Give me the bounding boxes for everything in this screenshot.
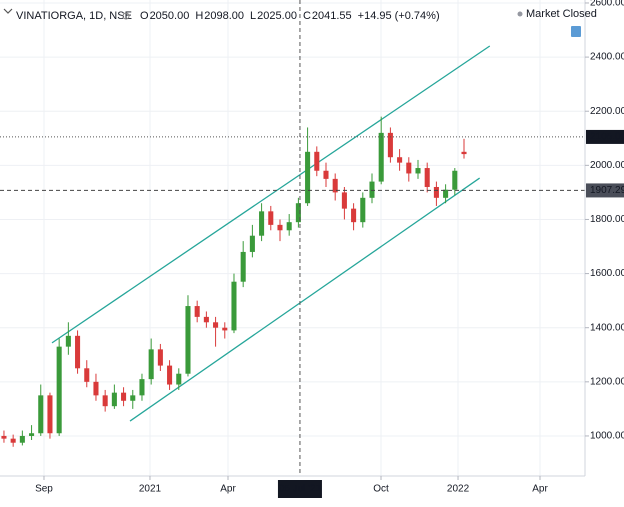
ohlc-value: 2041.55	[312, 10, 352, 22]
candle-body	[332, 178, 338, 193]
candle-body	[231, 281, 237, 331]
candle-body	[148, 349, 154, 380]
price-label: 1907.29	[590, 185, 624, 196]
candle-body	[75, 335, 81, 369]
candle-body	[461, 151, 467, 155]
price-label-box	[586, 183, 624, 198]
candle-body	[29, 433, 35, 436]
candle-body	[378, 132, 384, 182]
y-tick-label: 1400.00	[590, 322, 624, 333]
candle-body	[277, 224, 283, 231]
status-dot	[517, 11, 523, 17]
candle-body	[47, 395, 53, 434]
candle-body	[157, 349, 163, 366]
ohlc-key: H	[195, 10, 203, 22]
candle-body	[222, 327, 228, 331]
candle-body	[295, 203, 301, 223]
candle-body	[249, 235, 255, 252]
x-tick-label: Apr	[532, 484, 548, 495]
trendline	[51, 45, 491, 344]
candle-body	[323, 170, 329, 179]
change: +14.95 (+0.74%)	[358, 10, 440, 22]
x-tick-label: Apr	[220, 484, 236, 495]
candle-body	[452, 170, 458, 190]
x-tick-label: 2022	[447, 484, 470, 495]
grid	[0, 0, 585, 476]
plot	[0, 0, 585, 476]
market-status: Market Closed	[526, 8, 597, 20]
y-tick-label: 2400.00	[590, 52, 624, 63]
candle-body	[424, 168, 430, 187]
candle-body	[130, 395, 136, 401]
candle-body	[351, 208, 357, 223]
candle-body	[397, 157, 403, 163]
ohlc-value: 2098.00	[204, 10, 244, 22]
candle-body	[268, 211, 274, 225]
candle-body	[176, 373, 182, 385]
candle-body	[19, 435, 25, 443]
price-label: 2105.00	[590, 132, 624, 143]
x-tick-label: 2021	[139, 484, 162, 495]
candle-body	[314, 151, 320, 171]
candle-body	[433, 186, 439, 198]
x-tick-label: Sep	[35, 484, 53, 495]
candle-body	[167, 365, 173, 385]
candle-body	[259, 211, 265, 236]
candle-body	[1, 435, 7, 439]
ohlc-key: L	[250, 10, 256, 22]
candle-body	[387, 132, 393, 158]
ohlc-value: 2025.00	[257, 10, 297, 22]
candle-body	[93, 381, 99, 396]
symbol: VINATIORGA, 1D, NSE	[16, 10, 132, 22]
candle-body	[56, 346, 62, 434]
crosshair-label-box	[277, 480, 322, 498]
ohlc-key: C	[303, 10, 311, 22]
candle-body	[121, 392, 127, 401]
candle-body	[185, 306, 191, 374]
candle-body	[139, 379, 145, 396]
price-label-box	[586, 129, 624, 144]
candle-body	[240, 251, 246, 282]
visibility-icon[interactable]	[122, 12, 130, 20]
trendline	[129, 177, 481, 422]
candle-body	[102, 395, 108, 407]
candle-body	[305, 151, 311, 204]
candle-body	[203, 316, 209, 323]
candle-body	[111, 392, 117, 407]
candle-body	[415, 168, 421, 174]
ohlc-key: O	[140, 10, 149, 22]
candle-body	[84, 368, 90, 382]
y-tick-label: 2600.00	[590, 0, 624, 9]
candle-body	[38, 395, 44, 434]
y-tick-label: 1800.00	[590, 214, 624, 225]
y-tick-label: 1600.00	[590, 268, 624, 279]
axes: 1000.00 1200.00 1400.00 1600.00 1800.00 2000.…	[35, 0, 624, 498]
candle-body	[406, 162, 412, 174]
scale-icon[interactable]	[571, 26, 581, 37]
candle-body	[10, 438, 16, 443]
candle-body	[360, 197, 366, 223]
y-tick-label: 1200.00	[590, 376, 624, 387]
y-tick-label: 2000.00	[590, 160, 624, 171]
y-tick-label: 1000.00	[590, 431, 624, 442]
candle-body	[194, 306, 200, 317]
candle-body	[213, 322, 219, 328]
candle-body	[341, 192, 347, 209]
candle-body	[369, 181, 375, 198]
crosshair-label: 05 Jul '21	[279, 484, 322, 495]
y-tick-label: 2200.00	[590, 106, 624, 117]
header: VINATIORGA, 1D, NSE Market Closed O 2050.…	[3, 8, 597, 37]
candle-body	[286, 222, 292, 231]
candle-body	[65, 335, 71, 347]
x-tick-label: Oct	[373, 484, 389, 495]
collapse-icon[interactable]	[3, 8, 13, 14]
candle-body	[443, 189, 449, 198]
ohlc-value: 2050.00	[150, 10, 190, 22]
